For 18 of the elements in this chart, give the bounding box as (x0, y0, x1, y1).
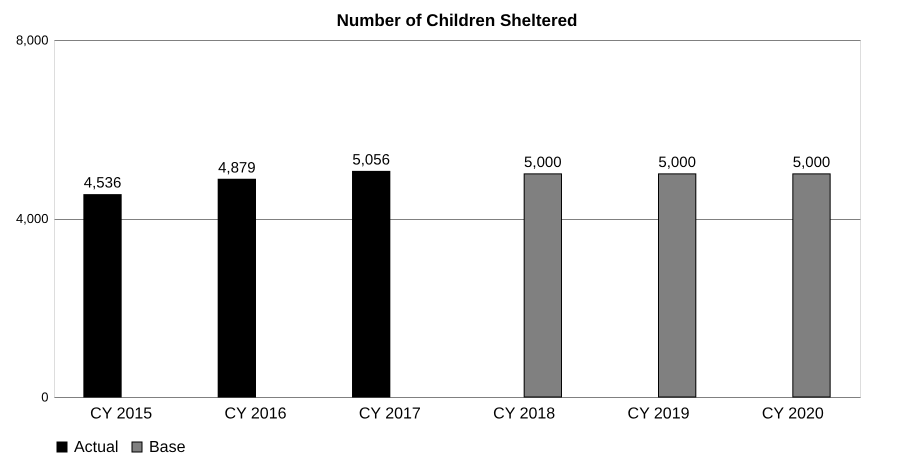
x-tick-label: CY 2017 (358, 406, 421, 422)
data-label: 5,000 (658, 154, 696, 171)
legend-label: Base (149, 439, 186, 456)
x-tick-label: CY 2019 (628, 406, 690, 422)
chart-title: Number of Children Sheltered (336, 11, 578, 30)
x-tick-label: CY 2015 (90, 406, 152, 422)
y-tick-label: 0 (41, 390, 48, 404)
x-tick-label: CY 2020 (762, 406, 824, 422)
data-label: 5,056 (352, 151, 390, 168)
data-label: 5,000 (792, 154, 830, 171)
legend-label: Actual (74, 439, 118, 456)
y-tick-label: 4,000 (16, 211, 48, 226)
x-tick-label: CY 2016 (224, 406, 287, 422)
y-tick-label: 8,000 (16, 32, 48, 48)
data-label: 4,879 (218, 159, 256, 176)
x-tick-label: CY 2018 (493, 406, 556, 422)
data-label: 5,000 (524, 154, 562, 171)
data-label: 4,536 (84, 174, 122, 192)
